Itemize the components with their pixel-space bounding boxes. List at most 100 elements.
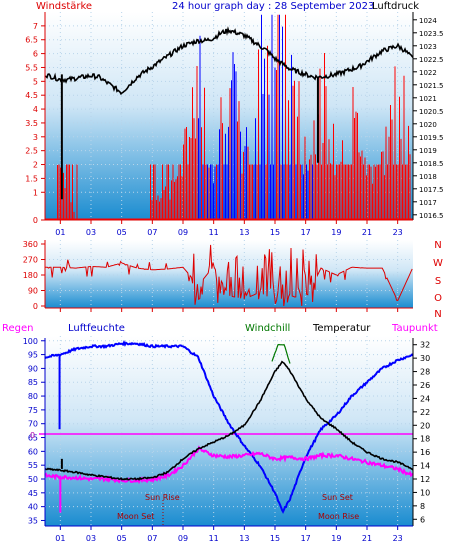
humidity-tick-label: 85 xyxy=(28,378,38,387)
pressure-tick-label: 1018.5 xyxy=(419,160,444,168)
wind-tick-label: 7 xyxy=(33,22,38,31)
hour-tick-label: 15 xyxy=(270,534,280,543)
wind-tick-label: 5.5 xyxy=(25,63,38,72)
pressure-tick-label: 1020 xyxy=(419,121,437,129)
legend-rain: Regen xyxy=(2,323,34,334)
moon-rise-label: Moon Rise xyxy=(318,512,359,521)
wind-tick-label: 3.5 xyxy=(25,119,38,128)
humidity-tick-label: 35 xyxy=(28,516,38,525)
temperature-tick-label: 20 xyxy=(420,421,430,430)
wind-bars xyxy=(45,14,413,220)
compass-label: N xyxy=(434,309,441,320)
pressure-tick-label: 1017.5 xyxy=(419,186,444,194)
pressure-tick-label: 1022 xyxy=(419,69,437,77)
humidity-tick-label: 70 xyxy=(28,420,38,429)
temperature-tick-label: 28 xyxy=(420,368,430,377)
compass-label: N xyxy=(434,240,441,251)
temperature-tick-label: 18 xyxy=(420,435,430,444)
temperature-tick-label: 8 xyxy=(420,502,425,511)
legend-windchill: Windchill xyxy=(245,323,290,334)
legend-dewpoint: Taupunkt xyxy=(391,323,438,334)
hour-tick-label: 23 xyxy=(393,228,403,237)
temperature-humidity-panel xyxy=(45,336,413,526)
hour-tick-label: 17 xyxy=(301,228,311,237)
wind-tick-label: 1 xyxy=(33,188,38,197)
wind-tick-label: 5 xyxy=(33,77,38,86)
temperature-tick-label: 22 xyxy=(420,408,430,417)
hour-tick-label: 15 xyxy=(270,228,280,237)
humidity-tick-label: 95 xyxy=(28,351,38,360)
compass-label: S xyxy=(435,276,441,287)
pressure-tick-label: 1024 xyxy=(419,17,437,25)
hour-tick-label: 05 xyxy=(117,534,127,543)
humidity-tick-label: 50 xyxy=(28,475,38,484)
moon-set-label: Moon Set xyxy=(117,512,154,521)
pressure-tick-label: 1018 xyxy=(419,173,437,181)
hour-tick-label: 01 xyxy=(55,534,65,543)
humidity-tick-label: 80 xyxy=(28,392,38,401)
hour-tick-label: 09 xyxy=(178,534,188,543)
wind-tick-label: 2.5 xyxy=(25,147,38,156)
compass-label: O xyxy=(434,293,442,304)
dewpoint-line xyxy=(44,445,414,485)
graph-title: 24 hour graph day : 28 September 2023 xyxy=(172,1,374,12)
temperature-tick-label: 26 xyxy=(420,381,430,390)
hour-tick-label: 07 xyxy=(147,534,157,543)
temperature-tick-label: 6 xyxy=(420,515,425,524)
hour-tick-label: 07 xyxy=(147,228,157,237)
temperature-tick-label: 24 xyxy=(420,394,430,403)
wind-tick-label: 3 xyxy=(33,133,38,142)
hour-tick-label: 17 xyxy=(301,534,311,543)
temperature-tick-label: 10 xyxy=(420,488,430,497)
temperature-line xyxy=(44,360,414,481)
hour-tick-label: 09 xyxy=(178,228,188,237)
hour-tick-label: 13 xyxy=(239,534,249,543)
direction-tick-label: 0 xyxy=(33,302,38,311)
wind-axis-title: Windstärke xyxy=(36,1,92,12)
temperature-tick-label: 32 xyxy=(420,341,430,350)
direction-tick-label: 360 xyxy=(23,240,38,249)
hour-tick-label: 23 xyxy=(393,534,403,543)
hour-tick-label: 05 xyxy=(117,228,127,237)
temperature-tick-label: 12 xyxy=(420,475,430,484)
hour-tick-label: 11 xyxy=(209,534,219,543)
compass-label: W xyxy=(433,258,443,269)
windchill-line xyxy=(271,343,291,364)
pressure-tick-label: 1022.5 xyxy=(419,56,444,64)
temperature-tick-label: 14 xyxy=(420,462,430,471)
wind-direction-group xyxy=(45,244,413,307)
humidity-tick-label: 65 xyxy=(28,434,38,443)
humidity-tick-label: 45 xyxy=(28,489,38,498)
humidity-tick-label: 60 xyxy=(28,447,38,456)
pressure-line xyxy=(44,26,414,96)
hour-tick-label: 13 xyxy=(239,228,249,237)
hour-tick-label: 03 xyxy=(86,534,96,543)
wind-tick-label: 4.5 xyxy=(25,91,38,100)
pressure-tick-label: 1021.5 xyxy=(419,82,444,90)
pressure-axis-title: Luftdruck xyxy=(372,1,419,12)
hour-tick-label: 21 xyxy=(362,228,372,237)
wind-tick-label: 6 xyxy=(33,50,38,59)
wind-tick-label: 0 xyxy=(33,216,38,225)
pressure-tick-label: 1020.5 xyxy=(419,108,444,116)
wind-tick-label: 2 xyxy=(33,161,38,170)
pressure-tick-label: 1017 xyxy=(419,199,437,207)
direction-tick-label: 180 xyxy=(23,271,38,280)
pressure-tick-label: 1019.5 xyxy=(419,134,444,142)
hour-tick-label: 21 xyxy=(362,534,372,543)
axes: 011.522.533.544.555.566.571016.510171017… xyxy=(23,12,444,543)
hour-tick-label: 19 xyxy=(331,534,341,543)
temperature-tick-label: 30 xyxy=(420,354,430,363)
hour-tick-label: 01 xyxy=(55,228,65,237)
humidity-line xyxy=(44,339,414,514)
pressure-tick-label: 1021 xyxy=(419,95,437,103)
sun-set-label: Sun Set xyxy=(322,493,353,502)
pressure-line-group xyxy=(44,26,414,200)
humidity-tick-label: 40 xyxy=(28,503,38,512)
pressure-tick-label: 1016.5 xyxy=(419,212,444,220)
legend-temperature: Temperatur xyxy=(312,323,371,334)
legend-humidity: Luftfeuchte xyxy=(68,323,125,334)
direction-tick-label: 270 xyxy=(23,256,38,265)
